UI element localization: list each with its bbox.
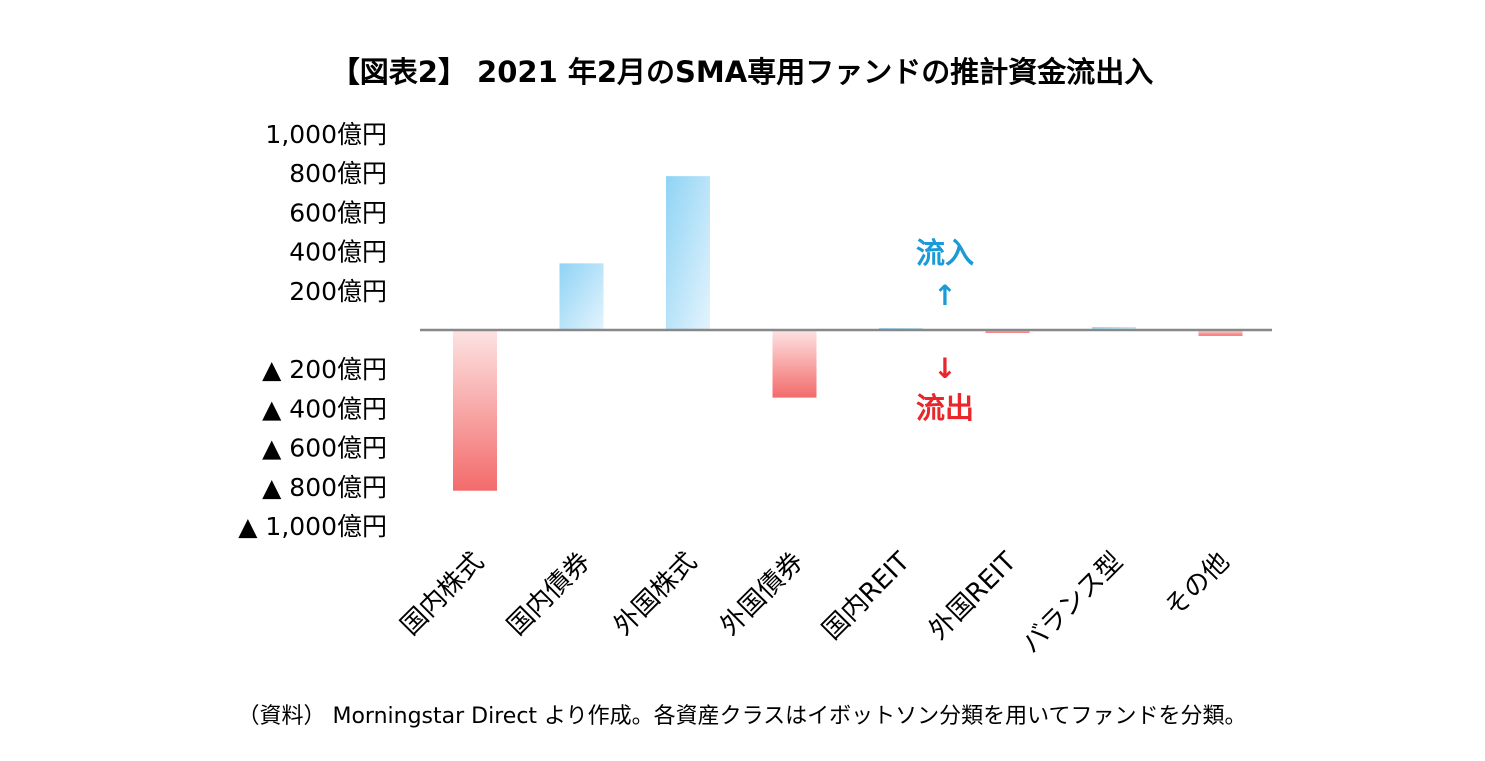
y-tick-label: ▲ 200億円 <box>262 355 387 384</box>
inflow-arrow: ↑ <box>933 279 956 312</box>
y-tick-label: 200億円 <box>289 277 387 306</box>
y-tick-label: ▲ 600億円 <box>262 434 387 463</box>
y-tick-label: ▲ 400億円 <box>262 394 387 423</box>
y-tick-label: 600億円 <box>289 198 387 227</box>
outflow-label: 流出 <box>916 391 974 425</box>
bar <box>666 176 710 330</box>
x-tick-label: 国内REIT <box>817 547 916 646</box>
x-tick-label: 外国REIT <box>923 547 1022 646</box>
bar <box>1198 330 1243 336</box>
outflow-arrow: ↓ <box>933 352 956 385</box>
chart-title: 【図表2】 2021 年2月のSMA専用ファンドの推計資金流出入 <box>331 55 1153 89</box>
bar <box>985 330 1030 333</box>
x-tick-label: 外国債券 <box>715 547 810 642</box>
y-tick-label: ▲ 1,000億円 <box>238 512 387 541</box>
bars <box>453 176 1243 491</box>
y-tick-label: ▲ 800億円 <box>262 473 387 502</box>
x-tick-label: その他 <box>1159 547 1235 623</box>
y-axis-ticks: 1,000億円 800億円 600億円 400億円 200億円 ▲ 200億円 ▲ 400億… <box>238 120 387 541</box>
y-tick-label: 1,000億円 <box>265 120 387 149</box>
y-tick-label: 800億円 <box>289 159 387 188</box>
y-tick-label: 400億円 <box>289 238 387 267</box>
bar <box>559 263 604 330</box>
footnote: （資料） Morningstar Direct より作成。各資産クラスはイボット… <box>238 704 1247 729</box>
x-tick-label: バランス型 <box>1016 547 1129 660</box>
bar <box>1092 327 1136 330</box>
bar <box>453 330 497 491</box>
bar <box>772 330 817 398</box>
inflow-label: 流入 <box>916 236 974 270</box>
x-tick-label: 国内債券 <box>502 547 597 642</box>
x-tick-label: 国内株式 <box>395 547 490 642</box>
x-tick-label: 外国株式 <box>608 547 703 642</box>
